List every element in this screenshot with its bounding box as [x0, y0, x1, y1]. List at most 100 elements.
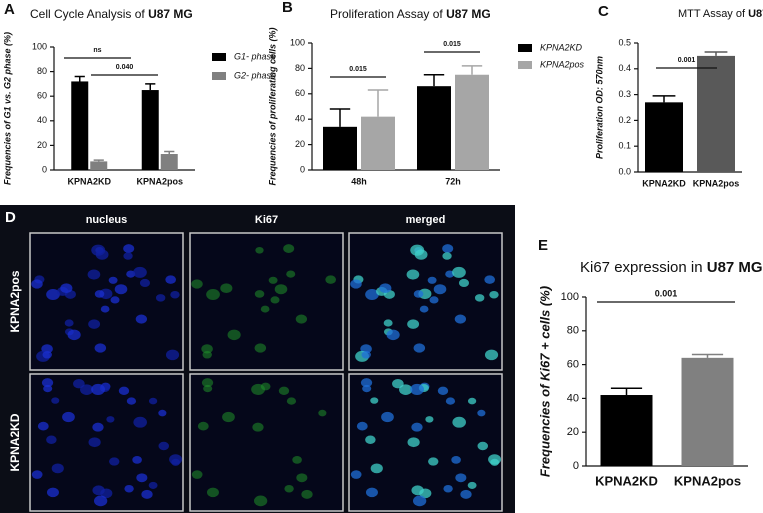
cell-nucleus [467, 397, 477, 405]
cell-nucleus [452, 266, 466, 278]
cell-nucleus [429, 296, 439, 304]
cell-nucleus [88, 319, 101, 329]
cell-nucleus [365, 289, 379, 301]
cell-nucleus [197, 421, 209, 431]
cell-nucleus [381, 411, 394, 423]
y-tick-label: 20 [567, 426, 579, 438]
cell-nucleus [370, 397, 379, 404]
bar [417, 86, 451, 170]
x-tick-label: KPNA2KD [642, 178, 686, 188]
error-bar [652, 95, 676, 103]
y-tick-label: 100 [32, 41, 47, 51]
x-tick-label: KPNA2KD [67, 176, 111, 186]
y-tick-label: 0.3 [618, 89, 631, 99]
cell-nucleus [60, 283, 73, 294]
y-axis-label: Frequencies of G1 vs. G2 phase (%) [2, 32, 12, 185]
cell-nucleus [386, 329, 400, 341]
y-tick-label: 0 [573, 460, 579, 472]
cell-nucleus [252, 422, 264, 432]
x-tick-label: 72h [445, 176, 461, 186]
significance-label: 0.040 [116, 64, 134, 71]
cell-nucleus [301, 489, 313, 499]
error-bar [329, 108, 351, 127]
cell-nucleus [489, 290, 499, 299]
y-tick-label: 40 [567, 392, 579, 404]
cell-nucleus [443, 484, 453, 493]
cell-nucleus [474, 294, 485, 302]
cell-nucleus [360, 378, 373, 388]
cell-nucleus [399, 384, 413, 395]
cell-nucleus [51, 463, 64, 474]
micrograph-tile [189, 232, 344, 371]
cell-nucleus [270, 296, 280, 304]
row-label: KPNA2KD [8, 413, 22, 471]
error-bar [423, 74, 445, 87]
cell-nucleus [251, 383, 265, 395]
cell-nucleus [392, 379, 404, 389]
cell-nucleus [452, 416, 466, 428]
cell-nucleus [254, 290, 265, 298]
significance-label: 0.001 [655, 288, 678, 298]
bar [697, 55, 735, 172]
cell-nucleus [42, 351, 52, 359]
bar [141, 90, 159, 170]
cell-nucleus [155, 294, 166, 302]
cell-nucleus [284, 484, 294, 493]
cell-nucleus [477, 409, 486, 417]
y-tick-label: 80 [295, 63, 305, 73]
cell-nucleus [425, 416, 434, 423]
cell-nucleus [477, 441, 489, 451]
cell-nucleus [295, 314, 308, 324]
significance-label: 0.001 [678, 57, 696, 64]
cell-nucleus [46, 289, 60, 301]
cell-nucleus [106, 416, 115, 423]
error-bar [691, 353, 724, 358]
x-tick-label: KPNA2KD [595, 473, 658, 488]
bar [455, 74, 489, 170]
cell-nucleus [260, 305, 270, 313]
cell-nucleus [325, 275, 336, 284]
cell-nucleus [158, 409, 167, 417]
y-axis-label: Frequencies of proliferating cells (%) [267, 27, 277, 185]
row-label: KPNA2pos [8, 270, 22, 332]
legend-label: G1- phase [234, 51, 276, 61]
cell-nucleus [67, 329, 81, 341]
cell-nucleus [428, 457, 439, 466]
cell-nucleus [445, 270, 455, 278]
column-label: merged [406, 214, 446, 226]
cell-nucleus [383, 319, 393, 327]
cell-nucleus [191, 279, 203, 289]
panel-label: D [5, 209, 16, 226]
cell-nucleus [148, 397, 158, 405]
cell-nucleus [274, 284, 288, 295]
title-emphasis: U87 MG [446, 7, 491, 21]
legend-swatch [518, 44, 532, 52]
cell-nucleus [411, 422, 423, 432]
cell-nucleus [253, 495, 268, 507]
column-label: Ki67 [255, 214, 278, 226]
cell-nucleus [64, 319, 74, 327]
bar [681, 357, 734, 466]
legend-swatch [518, 61, 532, 69]
cell-nucleus [458, 278, 470, 288]
y-tick-label: 100 [290, 37, 305, 47]
error-bar [164, 150, 175, 155]
cell-nucleus [442, 244, 454, 253]
title-text: Proliferation Assay of [330, 7, 443, 21]
cell-nucleus [362, 384, 372, 393]
cell-nucleus [91, 383, 105, 395]
cell-nucleus [114, 284, 128, 295]
error-bar [367, 89, 389, 117]
cell-nucleus [437, 386, 449, 395]
y-tick-label: 100 [561, 291, 579, 303]
chart-title: Proliferation Assay of U87 MG [330, 7, 491, 21]
cell-nucleus [490, 458, 500, 466]
cell-nucleus [286, 397, 297, 405]
cell-nucleus [95, 249, 109, 260]
cell-nucleus [318, 409, 327, 417]
error-bar [93, 159, 104, 162]
cell-nucleus [407, 437, 420, 448]
y-tick-label: 0.4 [618, 63, 631, 73]
cell-nucleus [135, 314, 148, 324]
